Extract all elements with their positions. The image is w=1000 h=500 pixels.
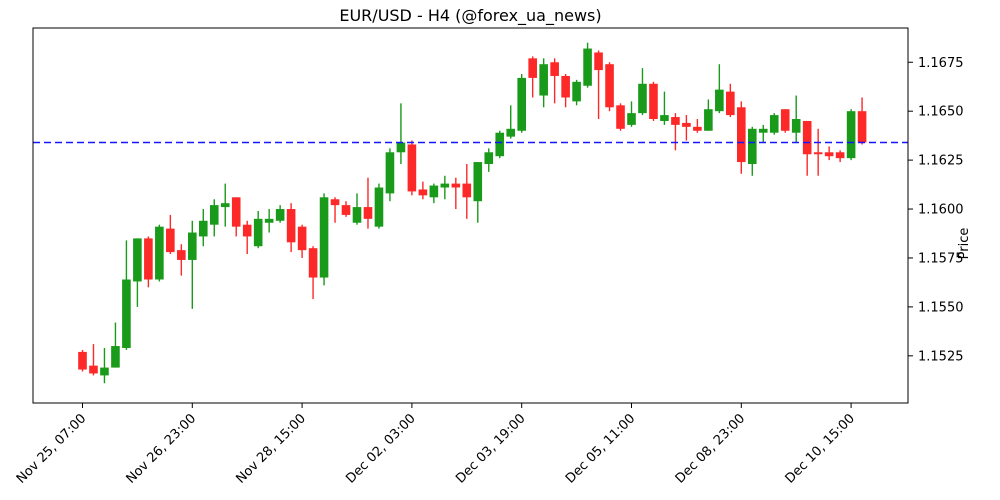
candle-body xyxy=(528,58,537,78)
candle-body xyxy=(264,218,274,223)
candle-body xyxy=(737,107,746,163)
x-tick-label: Nov 25, 07:00 xyxy=(14,411,90,487)
candle-body xyxy=(846,111,856,159)
candle-body xyxy=(594,52,603,71)
candle-body xyxy=(122,279,131,349)
candle-body xyxy=(605,64,614,108)
candle-body xyxy=(198,220,208,237)
candle-body xyxy=(100,367,109,376)
candle-body xyxy=(835,152,845,159)
candle-body xyxy=(166,228,175,253)
candle-body xyxy=(440,183,450,188)
candle-body xyxy=(308,248,318,278)
x-tick-label: Dec 10, 15:00 xyxy=(783,411,858,486)
x-tick-label: Nov 26, 23:00 xyxy=(124,411,200,487)
candle-body xyxy=(857,111,867,143)
candle-body xyxy=(177,250,186,260)
candle-body xyxy=(506,128,516,137)
candle-body xyxy=(374,187,384,227)
candle-body xyxy=(791,119,801,133)
candle-body xyxy=(209,205,219,225)
candle-body xyxy=(275,209,285,221)
candle-body xyxy=(396,142,406,153)
x-tick-label: Dec 03, 19:00 xyxy=(453,411,528,486)
candle-body xyxy=(539,64,548,96)
candle-body xyxy=(341,205,351,215)
x-tick-label: Nov 28, 15:00 xyxy=(233,411,309,487)
candle-body xyxy=(638,83,647,114)
y-tick-label: 1.1525 xyxy=(918,349,964,364)
candle-body xyxy=(747,128,757,165)
plot-border xyxy=(32,27,909,404)
candle-body xyxy=(769,115,779,133)
candle-body xyxy=(715,89,724,112)
candle-body xyxy=(242,224,252,237)
x-tick-label: Dec 02, 03:00 xyxy=(343,411,418,486)
candle-body xyxy=(561,75,570,98)
y-tick-label: 1.1675 xyxy=(918,56,964,71)
candle-body xyxy=(649,83,658,120)
candle-body xyxy=(572,81,581,102)
candle-body xyxy=(484,152,494,165)
candle-body xyxy=(780,109,790,131)
y-tick-label: 1.1625 xyxy=(918,154,964,169)
candle-body xyxy=(144,238,153,280)
candle-body xyxy=(583,48,592,86)
y-tick-label: 1.1550 xyxy=(918,300,964,315)
x-tick-label: Dec 05, 11:00 xyxy=(563,411,638,486)
candle-body xyxy=(550,62,559,76)
candle-body xyxy=(418,189,428,196)
candle-body xyxy=(660,115,669,121)
candle-body xyxy=(495,132,505,157)
chart-title: EUR/USD - H4 (@forex_ua_news) xyxy=(339,6,602,25)
candle-body xyxy=(253,218,263,247)
candle-body xyxy=(517,77,526,131)
candle-body xyxy=(429,185,439,198)
candle-body xyxy=(802,120,812,155)
candle-body xyxy=(297,226,307,251)
y-tick-label: 1.1600 xyxy=(918,203,964,218)
candle-body xyxy=(231,197,241,227)
candle-body xyxy=(616,105,625,129)
candle-body xyxy=(133,238,142,282)
candle-body xyxy=(473,162,483,202)
candle-body xyxy=(462,183,472,198)
candle-body xyxy=(330,199,340,206)
x-tick-label: Dec 08, 23:00 xyxy=(673,411,748,486)
candle-body xyxy=(627,113,636,125)
candle-body xyxy=(286,209,296,243)
candle-body xyxy=(319,197,329,278)
candle-body xyxy=(155,226,164,280)
price-axis-label: Price xyxy=(957,228,972,260)
candle-body xyxy=(693,126,702,131)
candle-body xyxy=(89,365,98,374)
candle-body xyxy=(813,152,823,155)
candle-body xyxy=(352,207,362,223)
candle-body xyxy=(407,144,417,192)
candle-body xyxy=(385,152,395,194)
candle-body xyxy=(363,207,373,219)
candle-body xyxy=(220,203,230,208)
y-tick-label: 1.1575 xyxy=(918,251,964,266)
candle-body xyxy=(824,152,834,157)
candle-body xyxy=(451,183,461,188)
candle-body xyxy=(188,232,197,260)
y-tick-label: 1.1650 xyxy=(918,105,964,120)
candle-body xyxy=(671,117,680,125)
candle-body xyxy=(682,122,691,127)
candle-body xyxy=(111,346,120,368)
candle-body xyxy=(758,128,768,133)
candle-body xyxy=(78,351,87,370)
candle-body xyxy=(704,109,713,131)
candle-body xyxy=(726,91,735,116)
